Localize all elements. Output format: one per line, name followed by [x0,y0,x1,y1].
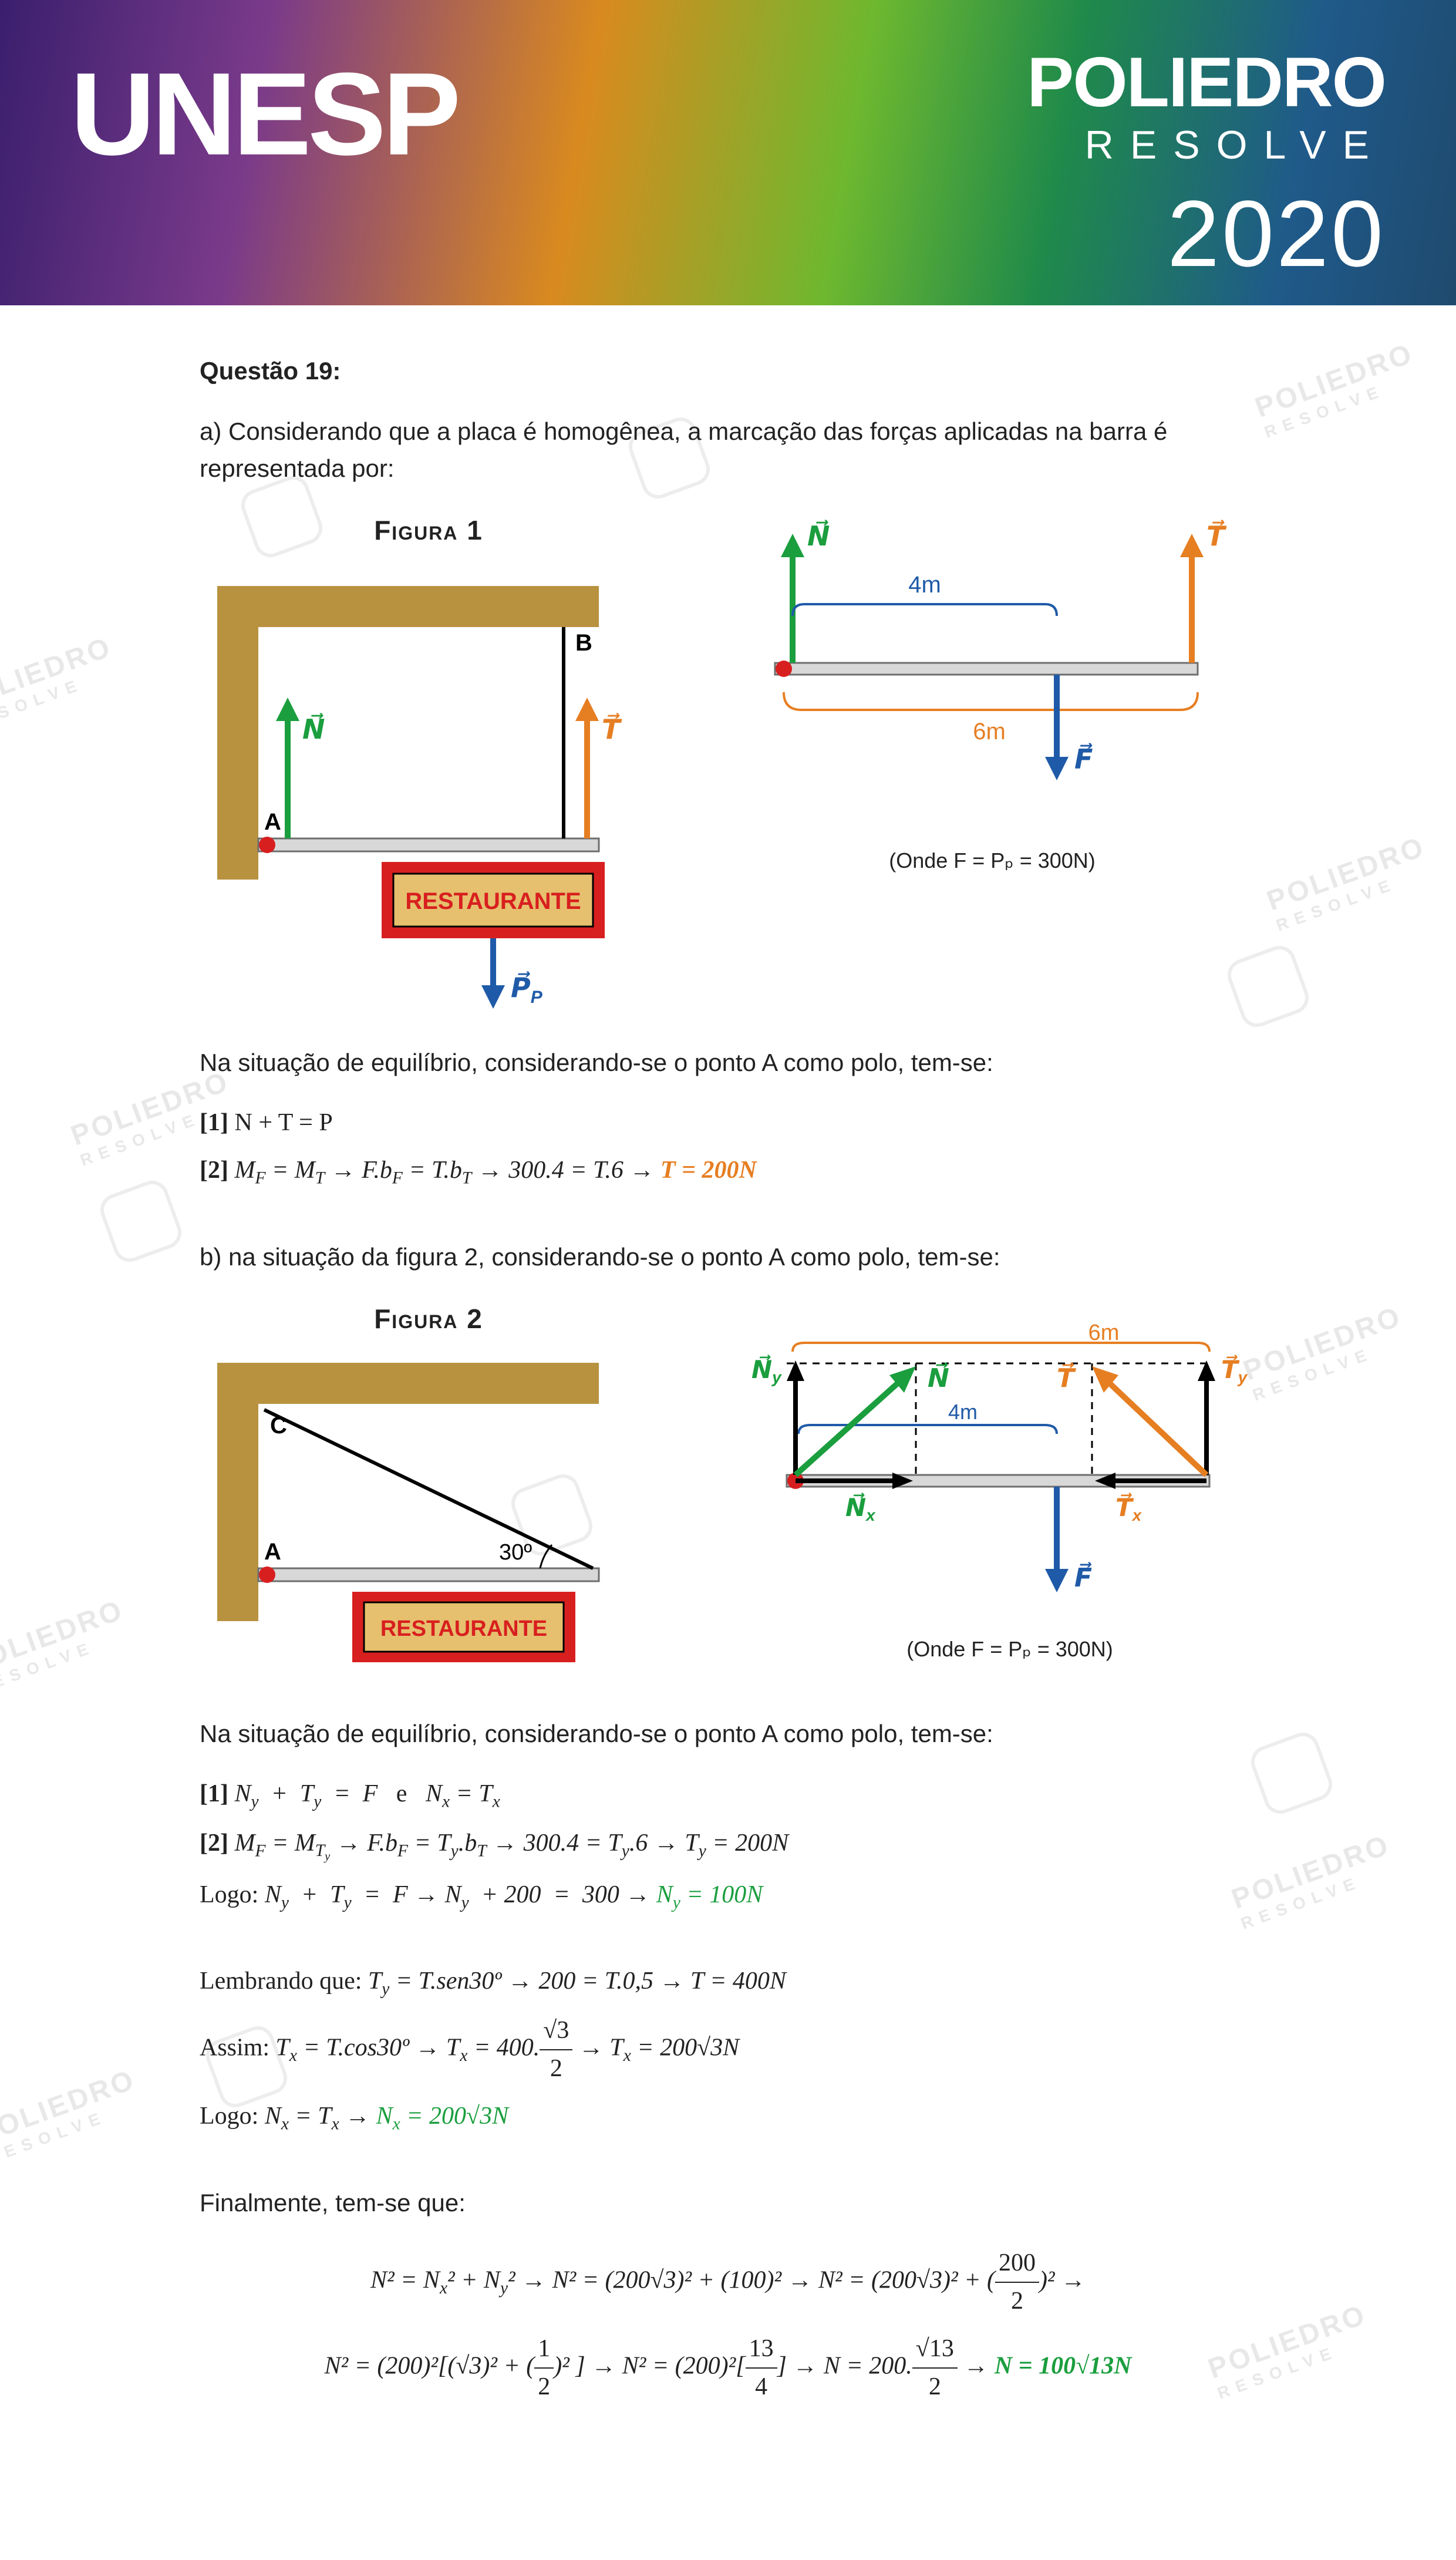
eq-final-1: N² = Nx² + Ny² → N² = (200√3)² + (100)² … [200,2245,1256,2320]
svg-text:RESTAURANTE: RESTAURANTE [380,1616,547,1641]
svg-text:T⃗: T⃗ [1057,1362,1076,1392]
figure-2-force-diagram: 6m 4m N⃗y N⃗x N⃗ T⃗y [728,1299,1292,1628]
figure-1-title: Figura 1 [200,510,658,551]
part-b-intro: b) na situação da figura 2, considerando… [200,1238,1256,1275]
figure-1-force-diagram: N⃗ T⃗ 4m 6m F⃗ [728,510,1256,839]
final-intro: Finalmente, tem-se que: [200,2184,1256,2221]
svg-text:N⃗: N⃗ [302,713,325,745]
svg-text:6m: 6m [1088,1321,1120,1345]
figure-2-svg: A C 30º RESTAURANTE [200,1351,658,1680]
figure-1-svg: A B N⃗ T⃗ RESTAURANTE P⃗P [200,562,658,1009]
content-body: Questão 19: a) Considerando que a placa … [0,305,1456,2487]
figure-2-title: Figura 2 [200,1299,658,1339]
eq-a1: [1] N + T = P [200,1104,1256,1141]
fig1-note: (Onde F = Pₚ = 300N) [728,845,1256,877]
part-a-intro: a) Considerando que a placa é homogênea,… [200,413,1256,487]
svg-text:T⃗: T⃗ [1206,520,1227,551]
svg-text:F⃗: F⃗ [1074,743,1093,774]
equilibrium-a-intro: Na situação de equilíbrio, considerando-… [200,1044,1256,1081]
figure-1-row: Figura 1 A B N⃗ T⃗ [200,510,1256,1009]
brand-name: POLIEDRO [1027,47,1386,117]
figure-2-row: Figura 2 A C 30º RESTAURANTE [200,1299,1256,1680]
eq-b2: [2] MF = MTy → F.bF = Ty.bT → 300.4 = Ty… [200,1825,1256,1866]
svg-text:T⃗y: T⃗y [1221,1355,1248,1386]
svg-text:N⃗x: N⃗x [845,1493,876,1524]
eq-a2: [2] MF = MT → F.bF = T.bT → 300.4 = T.6 … [200,1152,1256,1191]
svg-text:A: A [264,1539,281,1565]
svg-text:30º: 30º [499,1540,532,1565]
svg-text:A: A [264,809,281,835]
svg-text:N⃗y: N⃗y [751,1355,782,1386]
svg-text:T⃗x: T⃗x [1115,1493,1142,1524]
svg-text:4m: 4m [908,572,941,598]
exam-title: UNESP [70,47,457,182]
fig2-note: (Onde F = Pₚ = 300N) [728,1633,1292,1665]
brand-subtitle: RESOLVE [1027,122,1386,168]
svg-text:4m: 4m [948,1400,978,1424]
page-header: UNESP POLIEDRO RESOLVE 2020 [0,0,1456,305]
eq-b1: [1] Ny + Ty = F e Nx = Tx [200,1776,1256,1815]
brand-block: POLIEDRO RESOLVE 2020 [1027,47,1386,288]
eq-final-2: N² = (200)²[(√3)² + (12)² ] → N² = (200)… [200,2330,1256,2406]
equilibrium-b-intro: Na situação de equilíbrio, considerando-… [200,1715,1256,1752]
eq-b-logo2: Logo: Nx = Tx → Nx = 200√3N [200,2098,1256,2137]
svg-text:RESTAURANTE: RESTAURANTE [405,888,581,914]
eq-b-logo1: Logo: Ny + Ty = F → Ny + 200 = 300 → Ny … [200,1877,1256,1916]
svg-text:B: B [575,630,592,656]
eq-b-assim: Assim: Tx = T.cos30º → Tx = 400.√32 → Tx… [200,2012,1256,2087]
question-title: Questão 19: [200,352,1256,389]
svg-text:T⃗: T⃗ [602,713,622,745]
exam-year: 2020 [1027,180,1386,288]
eq-b-lembrando: Lembrando que: Ty = T.sen30º → 200 = T.0… [200,1963,1256,2002]
svg-text:6m: 6m [973,719,1006,745]
svg-text:P⃗P: P⃗P [511,971,543,1007]
svg-text:N⃗: N⃗ [928,1362,949,1392]
svg-text:F⃗: F⃗ [1074,1561,1092,1592]
svg-text:N⃗: N⃗ [807,520,830,551]
